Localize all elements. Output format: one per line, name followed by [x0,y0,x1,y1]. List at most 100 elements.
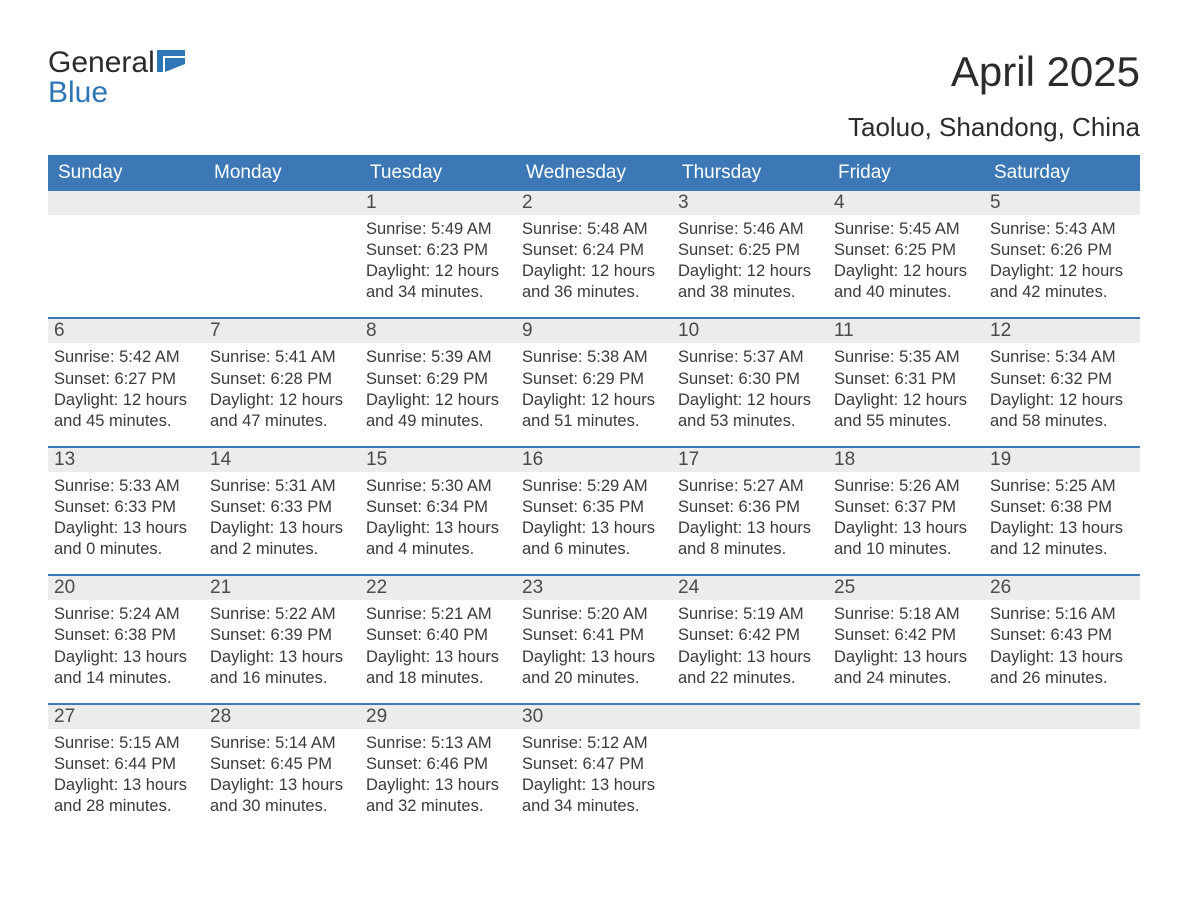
sunrise-text: Sunrise: 5:27 AM [678,476,822,497]
day-body: Sunrise: 5:12 AMSunset: 6:47 PMDaylight:… [516,729,672,817]
calendar-day: 15Sunrise: 5:30 AMSunset: 6:34 PMDayligh… [360,448,516,560]
day-number: 30 [516,705,672,729]
daylight-text: Daylight: 13 hours and 26 minutes. [990,647,1134,689]
day-body: Sunrise: 5:31 AMSunset: 6:33 PMDaylight:… [204,472,360,560]
day-body: Sunrise: 5:46 AMSunset: 6:25 PMDaylight:… [672,215,828,303]
sunset-text: Sunset: 6:40 PM [366,625,510,646]
day-number: 4 [828,191,984,215]
day-body: Sunrise: 5:16 AMSunset: 6:43 PMDaylight:… [984,600,1140,688]
day-number: 18 [828,448,984,472]
sunrise-text: Sunrise: 5:35 AM [834,347,978,368]
daylight-text: Daylight: 13 hours and 32 minutes. [366,775,510,817]
day-number: 24 [672,576,828,600]
sunset-text: Sunset: 6:29 PM [522,369,666,390]
sunrise-text: Sunrise: 5:19 AM [678,604,822,625]
day-body: Sunrise: 5:33 AMSunset: 6:33 PMDaylight:… [48,472,204,560]
sunrise-text: Sunrise: 5:49 AM [366,219,510,240]
calendar-day: 26Sunrise: 5:16 AMSunset: 6:43 PMDayligh… [984,576,1140,688]
day-body: Sunrise: 5:24 AMSunset: 6:38 PMDaylight:… [48,600,204,688]
sunset-text: Sunset: 6:29 PM [366,369,510,390]
day-body: Sunrise: 5:29 AMSunset: 6:35 PMDaylight:… [516,472,672,560]
sunset-text: Sunset: 6:28 PM [210,369,354,390]
day-number: 26 [984,576,1140,600]
day-body: Sunrise: 5:35 AMSunset: 6:31 PMDaylight:… [828,343,984,431]
daylight-text: Daylight: 13 hours and 30 minutes. [210,775,354,817]
sunrise-text: Sunrise: 5:30 AM [366,476,510,497]
calendar-day: 29Sunrise: 5:13 AMSunset: 6:46 PMDayligh… [360,705,516,817]
week-row: 13Sunrise: 5:33 AMSunset: 6:33 PMDayligh… [48,446,1140,560]
daylight-text: Daylight: 13 hours and 34 minutes. [522,775,666,817]
sunset-text: Sunset: 6:33 PM [54,497,198,518]
sunset-text: Sunset: 6:23 PM [366,240,510,261]
sunrise-text: Sunrise: 5:45 AM [834,219,978,240]
daylight-text: Daylight: 13 hours and 14 minutes. [54,647,198,689]
calendar-day: 28Sunrise: 5:14 AMSunset: 6:45 PMDayligh… [204,705,360,817]
weekday-header: Wednesday [516,155,672,191]
day-number: 16 [516,448,672,472]
calendar-day: 20Sunrise: 5:24 AMSunset: 6:38 PMDayligh… [48,576,204,688]
sunrise-text: Sunrise: 5:43 AM [990,219,1134,240]
day-body: Sunrise: 5:21 AMSunset: 6:40 PMDaylight:… [360,600,516,688]
day-body: Sunrise: 5:26 AMSunset: 6:37 PMDaylight:… [828,472,984,560]
day-number: 17 [672,448,828,472]
day-number [204,191,360,215]
day-number: 6 [48,319,204,343]
calendar-day: 2Sunrise: 5:48 AMSunset: 6:24 PMDaylight… [516,191,672,303]
location-subtitle: Taoluo, Shandong, China [48,112,1140,143]
brand-word-2: Blue [48,78,185,108]
daylight-text: Daylight: 13 hours and 18 minutes. [366,647,510,689]
sunrise-text: Sunrise: 5:34 AM [990,347,1134,368]
calendar-day [48,191,204,303]
day-body: Sunrise: 5:45 AMSunset: 6:25 PMDaylight:… [828,215,984,303]
daylight-text: Daylight: 12 hours and 42 minutes. [990,261,1134,303]
daylight-text: Daylight: 13 hours and 22 minutes. [678,647,822,689]
day-body: Sunrise: 5:38 AMSunset: 6:29 PMDaylight:… [516,343,672,431]
day-number: 2 [516,191,672,215]
day-number [984,705,1140,729]
day-number: 20 [48,576,204,600]
calendar-day: 13Sunrise: 5:33 AMSunset: 6:33 PMDayligh… [48,448,204,560]
day-body: Sunrise: 5:25 AMSunset: 6:38 PMDaylight:… [984,472,1140,560]
day-body: Sunrise: 5:41 AMSunset: 6:28 PMDaylight:… [204,343,360,431]
sunrise-text: Sunrise: 5:12 AM [522,733,666,754]
day-body: Sunrise: 5:39 AMSunset: 6:29 PMDaylight:… [360,343,516,431]
day-body: Sunrise: 5:37 AMSunset: 6:30 PMDaylight:… [672,343,828,431]
day-number: 3 [672,191,828,215]
day-body: Sunrise: 5:18 AMSunset: 6:42 PMDaylight:… [828,600,984,688]
day-number [672,705,828,729]
week-row: 20Sunrise: 5:24 AMSunset: 6:38 PMDayligh… [48,574,1140,688]
day-body: Sunrise: 5:15 AMSunset: 6:44 PMDaylight:… [48,729,204,817]
sunset-text: Sunset: 6:47 PM [522,754,666,775]
week-row: 27Sunrise: 5:15 AMSunset: 6:44 PMDayligh… [48,703,1140,817]
calendar-day: 22Sunrise: 5:21 AMSunset: 6:40 PMDayligh… [360,576,516,688]
calendar-day: 3Sunrise: 5:46 AMSunset: 6:25 PMDaylight… [672,191,828,303]
calendar-day: 4Sunrise: 5:45 AMSunset: 6:25 PMDaylight… [828,191,984,303]
brand-word-1: General [48,46,155,79]
sunrise-text: Sunrise: 5:42 AM [54,347,198,368]
day-number: 23 [516,576,672,600]
calendar-day: 6Sunrise: 5:42 AMSunset: 6:27 PMDaylight… [48,319,204,431]
sunrise-text: Sunrise: 5:25 AM [990,476,1134,497]
sunrise-text: Sunrise: 5:31 AM [210,476,354,497]
sunset-text: Sunset: 6:43 PM [990,625,1134,646]
calendar-day [828,705,984,817]
day-body: Sunrise: 5:42 AMSunset: 6:27 PMDaylight:… [48,343,204,431]
day-body: Sunrise: 5:22 AMSunset: 6:39 PMDaylight:… [204,600,360,688]
day-number: 29 [360,705,516,729]
day-body: Sunrise: 5:48 AMSunset: 6:24 PMDaylight:… [516,215,672,303]
daylight-text: Daylight: 12 hours and 58 minutes. [990,390,1134,432]
calendar-day: 25Sunrise: 5:18 AMSunset: 6:42 PMDayligh… [828,576,984,688]
sunset-text: Sunset: 6:37 PM [834,497,978,518]
day-number: 27 [48,705,204,729]
header-row: General Blue April 2025 [48,48,1140,108]
sunrise-text: Sunrise: 5:13 AM [366,733,510,754]
day-number: 25 [828,576,984,600]
sunset-text: Sunset: 6:45 PM [210,754,354,775]
sunrise-text: Sunrise: 5:26 AM [834,476,978,497]
calendar-day [672,705,828,817]
day-body: Sunrise: 5:49 AMSunset: 6:23 PMDaylight:… [360,215,516,303]
daylight-text: Daylight: 13 hours and 10 minutes. [834,518,978,560]
day-number: 9 [516,319,672,343]
sunrise-text: Sunrise: 5:41 AM [210,347,354,368]
daylight-text: Daylight: 13 hours and 16 minutes. [210,647,354,689]
